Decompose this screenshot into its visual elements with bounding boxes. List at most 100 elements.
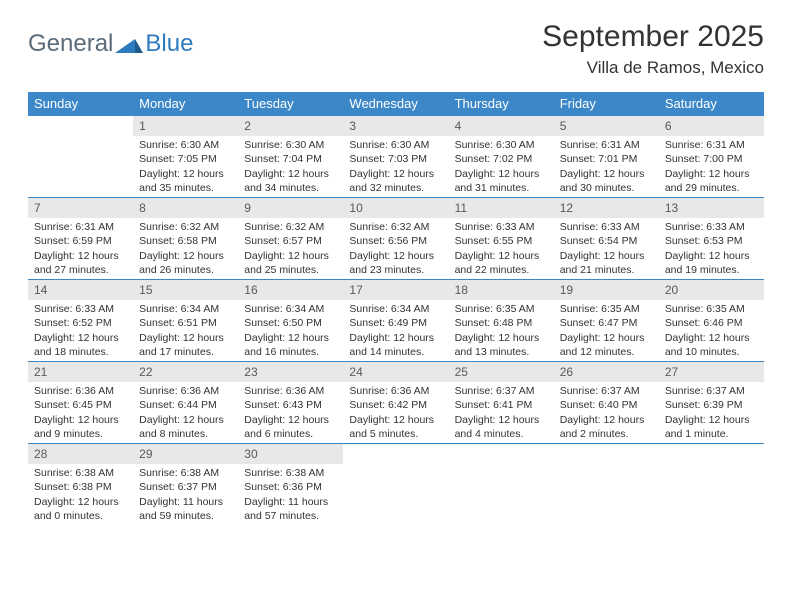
sunrise-line: Sunrise: 6:33 AM: [34, 302, 127, 316]
day-body: Sunrise: 6:34 AMSunset: 6:49 PMDaylight:…: [343, 300, 448, 361]
sunrise-line: Sunrise: 6:30 AM: [455, 138, 548, 152]
calendar-day: 9Sunrise: 6:32 AMSunset: 6:57 PMDaylight…: [238, 198, 343, 280]
daylight-line: Daylight: 12 hours and 18 minutes.: [34, 331, 127, 359]
sunrise-line: Sunrise: 6:34 AM: [244, 302, 337, 316]
day-number: 16: [238, 280, 343, 300]
day-number: 4: [449, 116, 554, 136]
day-body: Sunrise: 6:37 AMSunset: 6:40 PMDaylight:…: [554, 382, 659, 443]
daylight-line: Daylight: 12 hours and 14 minutes.: [349, 331, 442, 359]
sunset-line: Sunset: 6:54 PM: [560, 234, 653, 248]
daylight-line: Daylight: 12 hours and 31 minutes.: [455, 167, 548, 195]
daylight-line: Daylight: 12 hours and 16 minutes.: [244, 331, 337, 359]
daylight-line: Daylight: 12 hours and 29 minutes.: [665, 167, 758, 195]
weekday-header-row: Sunday Monday Tuesday Wednesday Thursday…: [28, 92, 764, 116]
calendar-day: 2Sunrise: 6:30 AMSunset: 7:04 PMDaylight…: [238, 116, 343, 198]
day-number: 27: [659, 362, 764, 382]
sunset-line: Sunset: 6:49 PM: [349, 316, 442, 330]
sunrise-line: Sunrise: 6:31 AM: [665, 138, 758, 152]
calendar-day: 6Sunrise: 6:31 AMSunset: 7:00 PMDaylight…: [659, 116, 764, 198]
calendar-day: 10Sunrise: 6:32 AMSunset: 6:56 PMDayligh…: [343, 198, 448, 280]
day-number: 30: [238, 444, 343, 464]
day-body: Sunrise: 6:33 AMSunset: 6:52 PMDaylight:…: [28, 300, 133, 361]
day-number: 6: [659, 116, 764, 136]
calendar-day: [659, 444, 764, 526]
day-number: 20: [659, 280, 764, 300]
day-number: 12: [554, 198, 659, 218]
sunset-line: Sunset: 6:44 PM: [139, 398, 232, 412]
day-number: 9: [238, 198, 343, 218]
sunrise-line: Sunrise: 6:37 AM: [560, 384, 653, 398]
day-number: 8: [133, 198, 238, 218]
calendar-day: 29Sunrise: 6:38 AMSunset: 6:37 PMDayligh…: [133, 444, 238, 526]
day-body: Sunrise: 6:38 AMSunset: 6:37 PMDaylight:…: [133, 464, 238, 525]
daylight-line: Daylight: 12 hours and 22 minutes.: [455, 249, 548, 277]
day-body: Sunrise: 6:33 AMSunset: 6:54 PMDaylight:…: [554, 218, 659, 279]
sunrise-line: Sunrise: 6:33 AM: [560, 220, 653, 234]
sunset-line: Sunset: 6:43 PM: [244, 398, 337, 412]
calendar-day: 3Sunrise: 6:30 AMSunset: 7:03 PMDaylight…: [343, 116, 448, 198]
sunrise-line: Sunrise: 6:35 AM: [665, 302, 758, 316]
sunrise-line: Sunrise: 6:37 AM: [665, 384, 758, 398]
day-body: Sunrise: 6:35 AMSunset: 6:48 PMDaylight:…: [449, 300, 554, 361]
calendar-day: [343, 444, 448, 526]
day-body: Sunrise: 6:30 AMSunset: 7:05 PMDaylight:…: [133, 136, 238, 197]
sunset-line: Sunset: 7:04 PM: [244, 152, 337, 166]
daylight-line: Daylight: 12 hours and 9 minutes.: [34, 413, 127, 441]
sunset-line: Sunset: 6:59 PM: [34, 234, 127, 248]
day-body: Sunrise: 6:32 AMSunset: 6:58 PMDaylight:…: [133, 218, 238, 279]
day-body: Sunrise: 6:30 AMSunset: 7:04 PMDaylight:…: [238, 136, 343, 197]
col-wednesday: Wednesday: [343, 92, 448, 116]
daylight-line: Daylight: 12 hours and 27 minutes.: [34, 249, 127, 277]
day-body: Sunrise: 6:30 AMSunset: 7:03 PMDaylight:…: [343, 136, 448, 197]
day-number: 13: [659, 198, 764, 218]
sunrise-line: Sunrise: 6:34 AM: [349, 302, 442, 316]
calendar-day: 15Sunrise: 6:34 AMSunset: 6:51 PMDayligh…: [133, 280, 238, 362]
sunrise-line: Sunrise: 6:32 AM: [139, 220, 232, 234]
day-body: Sunrise: 6:35 AMSunset: 6:47 PMDaylight:…: [554, 300, 659, 361]
day-body: Sunrise: 6:37 AMSunset: 6:39 PMDaylight:…: [659, 382, 764, 443]
sunset-line: Sunset: 6:50 PM: [244, 316, 337, 330]
sunset-line: Sunset: 7:03 PM: [349, 152, 442, 166]
title-block: September 2025 Villa de Ramos, Mexico: [542, 20, 764, 78]
day-number: 24: [343, 362, 448, 382]
sunset-line: Sunset: 6:51 PM: [139, 316, 232, 330]
daylight-line: Daylight: 12 hours and 5 minutes.: [349, 413, 442, 441]
daylight-line: Daylight: 12 hours and 34 minutes.: [244, 167, 337, 195]
header: General Blue September 2025 Villa de Ram…: [28, 20, 764, 78]
sunrise-line: Sunrise: 6:36 AM: [349, 384, 442, 398]
day-number: 25: [449, 362, 554, 382]
day-number: 17: [343, 280, 448, 300]
daylight-line: Daylight: 12 hours and 17 minutes.: [139, 331, 232, 359]
daylight-line: Daylight: 12 hours and 13 minutes.: [455, 331, 548, 359]
day-number: 3: [343, 116, 448, 136]
day-body: Sunrise: 6:33 AMSunset: 6:53 PMDaylight:…: [659, 218, 764, 279]
sunset-line: Sunset: 6:58 PM: [139, 234, 232, 248]
daylight-line: Daylight: 12 hours and 8 minutes.: [139, 413, 232, 441]
sunrise-line: Sunrise: 6:32 AM: [349, 220, 442, 234]
calendar-day: 17Sunrise: 6:34 AMSunset: 6:49 PMDayligh…: [343, 280, 448, 362]
calendar-week: 7Sunrise: 6:31 AMSunset: 6:59 PMDaylight…: [28, 198, 764, 280]
calendar-day: [554, 444, 659, 526]
day-number: 21: [28, 362, 133, 382]
calendar-day: 14Sunrise: 6:33 AMSunset: 6:52 PMDayligh…: [28, 280, 133, 362]
day-body: Sunrise: 6:31 AMSunset: 7:00 PMDaylight:…: [659, 136, 764, 197]
calendar-week: 14Sunrise: 6:33 AMSunset: 6:52 PMDayligh…: [28, 280, 764, 362]
day-body: Sunrise: 6:30 AMSunset: 7:02 PMDaylight:…: [449, 136, 554, 197]
day-body: Sunrise: 6:32 AMSunset: 6:56 PMDaylight:…: [343, 218, 448, 279]
sunset-line: Sunset: 6:47 PM: [560, 316, 653, 330]
daylight-line: Daylight: 12 hours and 23 minutes.: [349, 249, 442, 277]
day-body: Sunrise: 6:37 AMSunset: 6:41 PMDaylight:…: [449, 382, 554, 443]
day-number: 29: [133, 444, 238, 464]
day-number: 28: [28, 444, 133, 464]
calendar-day: 7Sunrise: 6:31 AMSunset: 6:59 PMDaylight…: [28, 198, 133, 280]
day-body: Sunrise: 6:34 AMSunset: 6:51 PMDaylight:…: [133, 300, 238, 361]
sunrise-line: Sunrise: 6:30 AM: [139, 138, 232, 152]
calendar-day: 16 Sunrise: 6:34 AMSunset: 6:50 PMDayligh…: [238, 280, 343, 362]
calendar-week: 1Sunrise: 6:30 AMSunset: 7:05 PMDaylight…: [28, 116, 764, 198]
calendar-day: 30Sunrise: 6:38 AMSunset: 6:36 PMDayligh…: [238, 444, 343, 526]
sunset-line: Sunset: 6:41 PM: [455, 398, 548, 412]
day-number: 1: [133, 116, 238, 136]
calendar-day: 8Sunrise: 6:32 AMSunset: 6:58 PMDaylight…: [133, 198, 238, 280]
calendar-day: 1Sunrise: 6:30 AMSunset: 7:05 PMDaylight…: [133, 116, 238, 198]
day-number: 2: [238, 116, 343, 136]
